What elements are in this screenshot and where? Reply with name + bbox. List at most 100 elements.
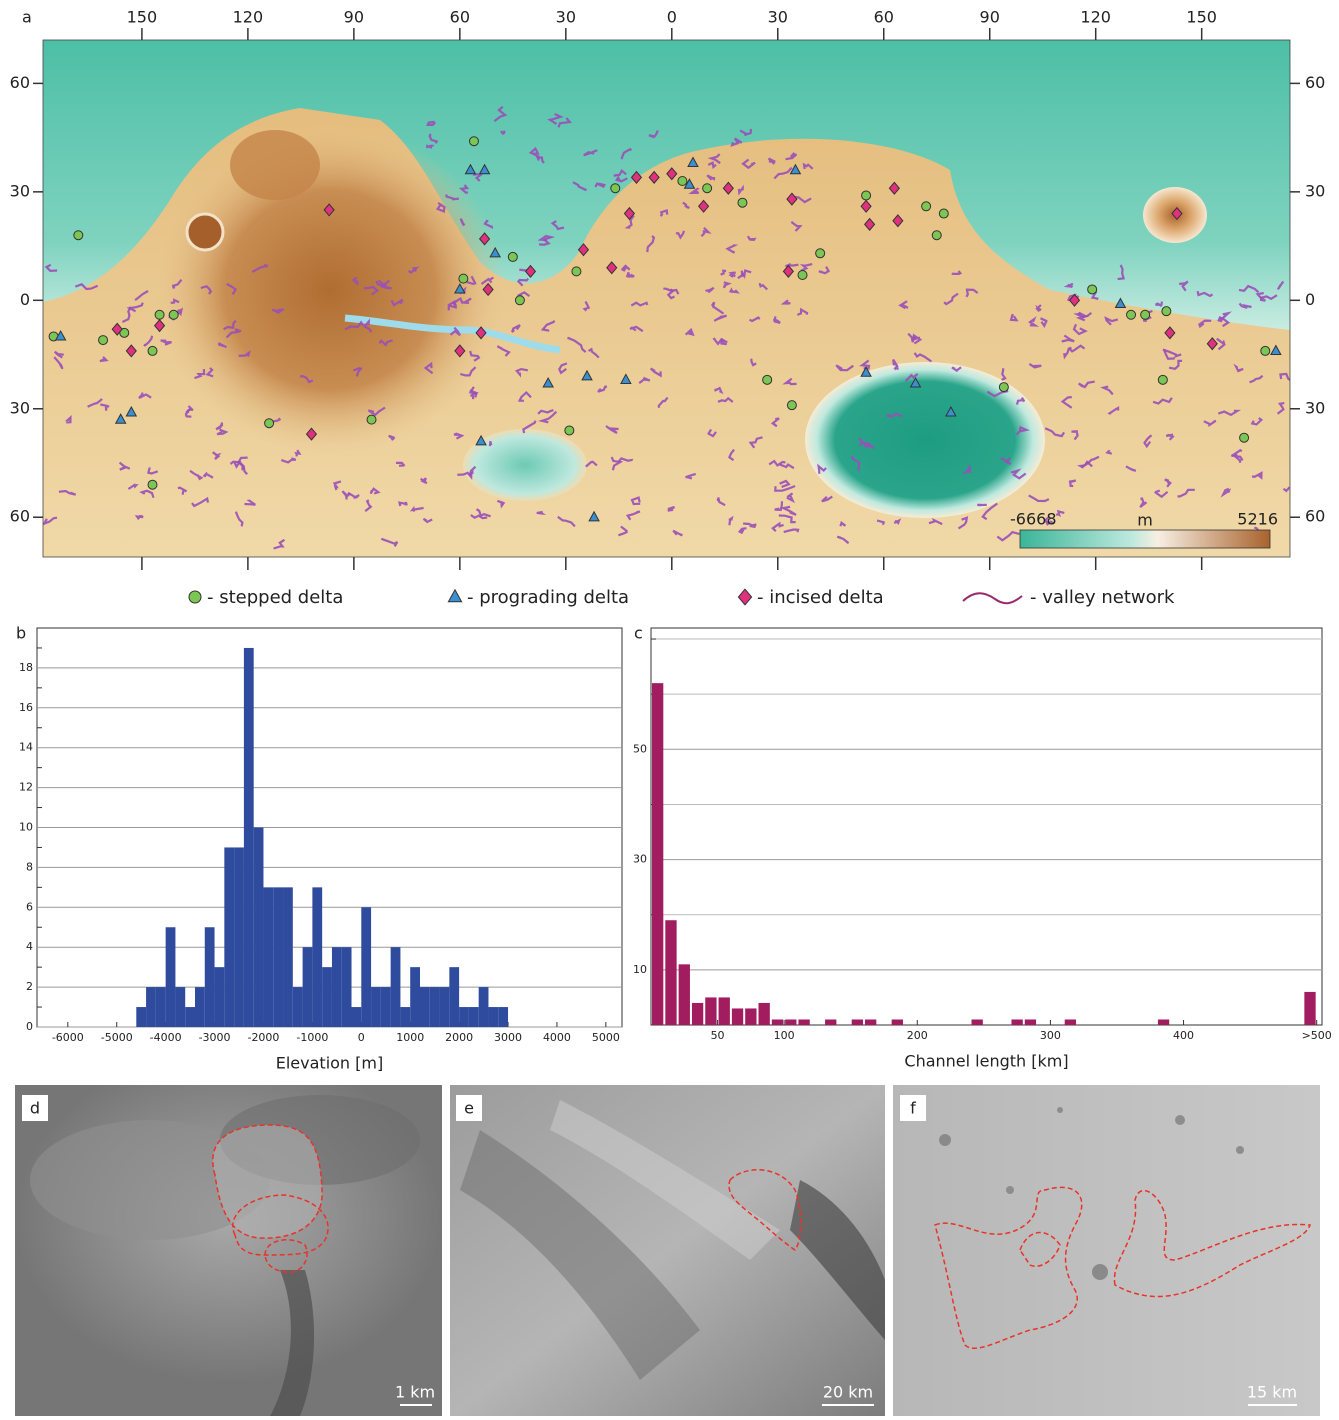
bar [745, 1008, 756, 1025]
legend: - valley network - stepped delta- progra… [189, 587, 1175, 608]
colorbar-unit: m [1137, 511, 1153, 530]
legend-label: - prograding delta [467, 587, 629, 608]
circle-marker [469, 137, 478, 146]
bar [719, 997, 730, 1025]
x-tick-label: 120 [1080, 8, 1111, 27]
bar [263, 887, 273, 1027]
circle-marker [816, 249, 825, 258]
bar [293, 987, 303, 1027]
x-tick-label: 60 [874, 8, 894, 27]
map-background [43, 40, 1292, 557]
colorbar-max: 5216 [1237, 510, 1278, 529]
bar [759, 1003, 770, 1025]
panel-label: f [910, 1099, 916, 1118]
image-panel-d: d 1 km [15, 1085, 442, 1416]
valley-network [537, 512, 543, 514]
bar [469, 1007, 479, 1027]
y-tick-label: 16 [19, 701, 33, 714]
bar [352, 1007, 362, 1027]
bar [361, 907, 371, 1027]
y-tick-label: 10 [633, 963, 647, 976]
circle-marker [999, 383, 1008, 392]
circle-marker [1162, 307, 1171, 316]
bar [972, 1019, 983, 1025]
bar [156, 987, 166, 1027]
bar [205, 927, 215, 1027]
bar [371, 987, 381, 1027]
x-tick-label: 100 [774, 1029, 795, 1042]
bar [852, 1019, 863, 1025]
bar [785, 1019, 796, 1025]
y-tick-label: 0 [1305, 290, 1315, 309]
circle-marker [99, 336, 108, 345]
bar [400, 1007, 410, 1027]
circle-marker [1088, 285, 1097, 294]
circle-marker [148, 346, 157, 355]
y-tick-label: 14 [19, 741, 33, 754]
figure: a 15012090603003060901201506060303000303… [0, 0, 1339, 1416]
x-tick-label: 150 [127, 8, 158, 27]
bar [234, 847, 244, 1027]
circle-marker [572, 267, 581, 276]
scale-bar-label: 20 km [823, 1383, 873, 1402]
x-tick-label: 3000 [494, 1031, 522, 1044]
legend-symbol [189, 591, 201, 603]
y-tick-label: 60 [1305, 73, 1325, 92]
y-tick-label: 4 [26, 940, 33, 953]
circle-marker [148, 480, 157, 489]
x-axis-title: Channel length [km] [904, 1052, 1068, 1071]
bar [865, 1019, 876, 1025]
circle-marker [738, 198, 747, 207]
legend-label: - valley network [1030, 587, 1175, 608]
bar [665, 920, 676, 1025]
y-tick-label: 8 [26, 860, 33, 873]
colorbar-min: -6668 [1010, 510, 1057, 529]
scale-bar-label: 1 km [395, 1383, 435, 1402]
bar [215, 967, 225, 1027]
bar [254, 828, 264, 1028]
x-tick-label: 50 [711, 1029, 725, 1042]
circle-marker [459, 274, 468, 283]
bar [1011, 1019, 1022, 1025]
x-tick-label: 150 [1186, 8, 1217, 27]
circle-marker [703, 184, 712, 193]
x-tick-label: 1000 [396, 1031, 424, 1044]
y-tick-label: 12 [19, 781, 33, 794]
image-panel-f: f 15 km [893, 1085, 1320, 1416]
bar [185, 1007, 195, 1027]
circle-marker [798, 271, 807, 280]
bar [892, 1019, 903, 1025]
x-tick-label: 5000 [592, 1031, 620, 1044]
y-tick-label: 30 [10, 181, 30, 200]
bar [420, 987, 430, 1027]
bar [195, 987, 205, 1027]
circle-marker [515, 296, 524, 305]
x-axis-title: Elevation [m] [276, 1054, 383, 1073]
bar [772, 1019, 783, 1025]
x-tick-label: -1000 [296, 1031, 328, 1044]
circle-marker [565, 426, 574, 435]
bar [449, 967, 459, 1027]
y-tick-label: 60 [10, 73, 30, 92]
bar [273, 887, 283, 1027]
valley-network [490, 441, 491, 446]
bar [1025, 1019, 1036, 1025]
legend-symbol [738, 589, 751, 605]
y-tick-label: 30 [1305, 181, 1325, 200]
circle-marker [1127, 310, 1136, 319]
bar [146, 987, 156, 1027]
histogram-panel: b024681012141618-6000-5000-4000-3000-200… [16, 624, 622, 1073]
x-tick-label: 200 [907, 1029, 928, 1042]
bar [430, 987, 440, 1027]
x-tick-label: 300 [1040, 1029, 1061, 1042]
bar [825, 1019, 836, 1025]
bar [224, 847, 234, 1027]
bar [498, 1007, 508, 1027]
y-tick-label: 10 [19, 821, 33, 834]
bar [459, 1007, 469, 1027]
circle-marker [1141, 310, 1150, 319]
x-tick-label: 4000 [543, 1031, 571, 1044]
bar [705, 997, 716, 1025]
circle-marker [367, 415, 376, 424]
